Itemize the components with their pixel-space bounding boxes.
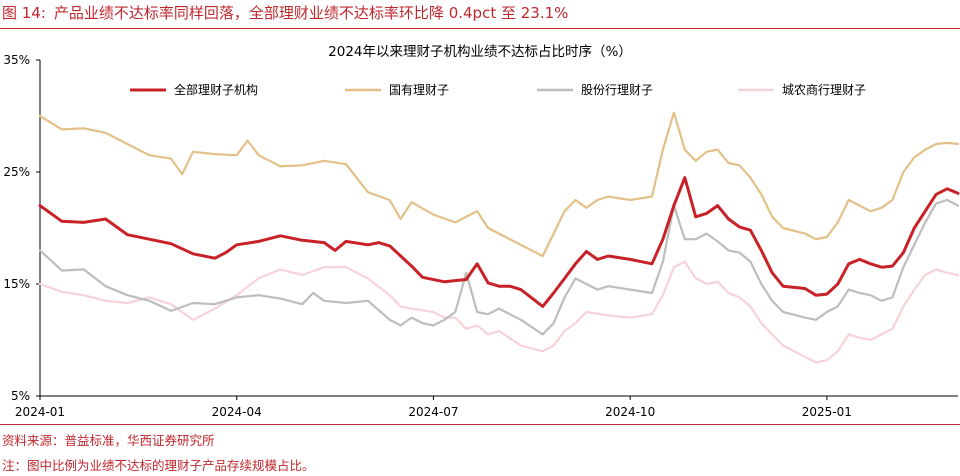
chart-axes: 5% 15% 25% 35% 2024-01 2024-04 2024-07 2024-10 2… bbox=[3, 53, 958, 419]
y-tick-label: 15% bbox=[3, 277, 30, 291]
footer-divider bbox=[0, 424, 960, 425]
legend-item-state: 国有理财子 bbox=[345, 83, 449, 97]
x-tick-label: 2024-10 bbox=[605, 405, 655, 419]
figure-label: 图 14: bbox=[2, 4, 46, 22]
series-all-line bbox=[38, 176, 960, 308]
y-tick-label: 35% bbox=[3, 53, 30, 67]
chart-title: 2024年以来理财子机构业绩不达标占比时序（%） bbox=[328, 44, 632, 60]
legend-item-joint: 股份行理财子 bbox=[537, 83, 653, 97]
series-joint-line bbox=[38, 198, 960, 336]
source-note: 资料来源：普益标准，华西证券研究所 bbox=[2, 433, 215, 448]
series-rural-line bbox=[38, 260, 960, 364]
figure-title: 产品业绩不达标率同样回落，全部理财业绩不达标率环比降 0.4pct 至 23.1… bbox=[53, 4, 569, 22]
figure-title-bar: 图 14: 产品业绩不达标率同样回落，全部理财业绩不达标率环比降 0.4pct 至… bbox=[0, 0, 960, 26]
x-tick-label: 2024-01 bbox=[15, 405, 65, 419]
y-tick-label: 25% bbox=[3, 165, 30, 179]
series-state-line bbox=[38, 111, 960, 258]
legend-label: 股份行理财子 bbox=[581, 83, 653, 97]
y-tick-label: 5% bbox=[11, 389, 30, 403]
legend-item-all: 全部理财子机构 bbox=[130, 82, 258, 97]
legend-item-rural: 城农商行理财子 bbox=[738, 82, 866, 97]
legend-label: 城农商行理财子 bbox=[782, 82, 866, 97]
x-tick-label: 2025-01 bbox=[802, 405, 852, 419]
x-tick-label: 2024-07 bbox=[408, 405, 458, 419]
footnote: 注：图中比例为业绩不达标的理财子产品存续规模占比。 bbox=[2, 458, 315, 473]
legend-label: 全部理财子机构 bbox=[174, 82, 258, 97]
chart-legend: 全部理财子机构 国有理财子 股份行理财子 城农商行理财子 bbox=[130, 82, 866, 97]
x-tick-label: 2024-04 bbox=[212, 405, 262, 419]
series-layer bbox=[38, 111, 960, 364]
legend-label: 国有理财子 bbox=[389, 83, 449, 97]
title-divider bbox=[0, 28, 960, 29]
line-chart: 2024年以来理财子机构业绩不达标占比时序（%） 5% 15% 25% 35% 2024… bbox=[3, 44, 960, 419]
